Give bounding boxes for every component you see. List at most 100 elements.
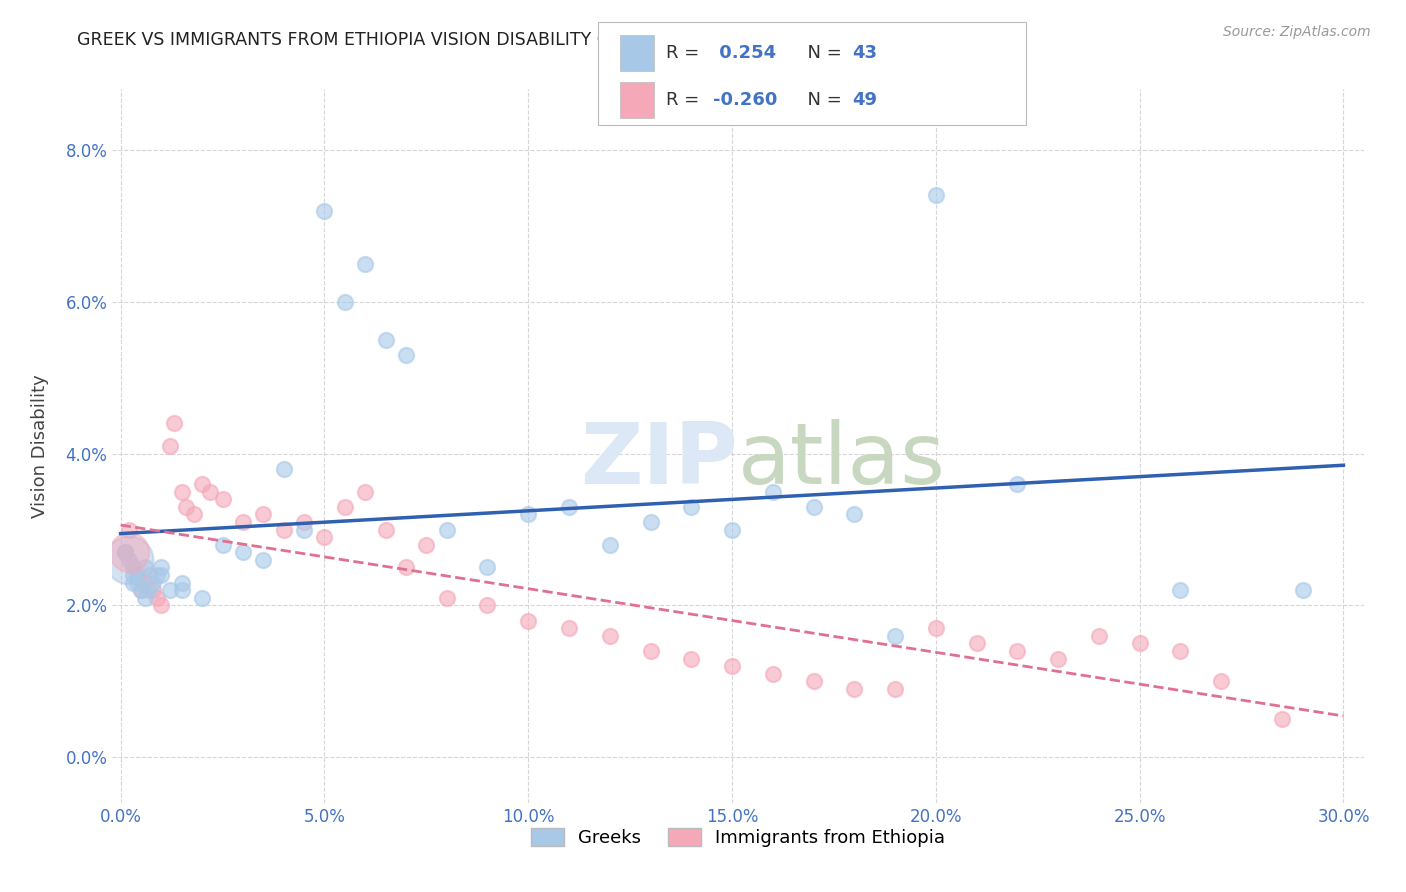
Point [517, 614, 540, 628]
Point [183, 508, 205, 522]
Point [599, 538, 621, 552]
Point [114, 545, 136, 559]
Point [150, 599, 173, 613]
Point [142, 583, 165, 598]
Point [966, 636, 988, 650]
Point [314, 530, 336, 544]
Point [844, 681, 866, 696]
Point [1129, 636, 1152, 650]
Point [211, 538, 233, 552]
Point [121, 575, 143, 590]
Point [844, 508, 866, 522]
Point [558, 621, 581, 635]
Point [1088, 629, 1111, 643]
Point [436, 523, 458, 537]
Point [121, 568, 143, 582]
Point [721, 659, 744, 673]
Point [1271, 712, 1294, 726]
Text: N =: N = [796, 44, 848, 62]
Point [681, 500, 703, 514]
Point [1170, 583, 1192, 598]
Point [354, 257, 377, 271]
Point [273, 462, 295, 476]
Point [114, 545, 136, 559]
Point [118, 545, 141, 559]
Point [477, 560, 499, 574]
Text: N =: N = [796, 91, 848, 109]
Point [436, 591, 458, 605]
Point [118, 523, 141, 537]
Text: atlas: atlas [738, 418, 946, 502]
Point [415, 538, 437, 552]
Point [191, 477, 214, 491]
Y-axis label: Vision Disability: Vision Disability [31, 374, 49, 518]
Point [314, 203, 336, 218]
Point [1211, 674, 1233, 689]
Point [1170, 644, 1192, 658]
Text: R =: R = [666, 44, 706, 62]
Point [762, 484, 785, 499]
Point [681, 651, 703, 665]
Point [129, 583, 152, 598]
Point [803, 674, 825, 689]
Point [517, 508, 540, 522]
Point [232, 515, 254, 529]
Point [159, 439, 181, 453]
Point [925, 621, 948, 635]
Point [292, 515, 315, 529]
Point [142, 575, 165, 590]
Text: R =: R = [666, 91, 706, 109]
Point [762, 666, 785, 681]
Point [121, 560, 143, 574]
Point [333, 500, 356, 514]
Point [118, 553, 141, 567]
Point [333, 294, 356, 309]
Point [129, 583, 152, 598]
Point [640, 644, 662, 658]
Point [162, 416, 184, 430]
Text: -0.260: -0.260 [713, 91, 778, 109]
Point [134, 560, 156, 574]
Point [925, 188, 948, 202]
Point [803, 500, 825, 514]
Point [292, 523, 315, 537]
Point [146, 591, 169, 605]
Point [395, 560, 418, 574]
Point [1007, 644, 1029, 658]
Text: 49: 49 [852, 91, 877, 109]
Point [191, 591, 214, 605]
Point [374, 523, 396, 537]
Point [150, 568, 173, 582]
Point [558, 500, 581, 514]
Point [138, 583, 160, 598]
Point [170, 583, 193, 598]
Point [170, 484, 193, 499]
Point [721, 523, 744, 537]
Point [640, 515, 662, 529]
Point [170, 575, 193, 590]
Point [1292, 583, 1315, 598]
Point [252, 553, 274, 567]
Point [134, 591, 156, 605]
Point [138, 568, 160, 582]
Point [118, 553, 141, 567]
Point [200, 484, 222, 499]
Text: 0.254: 0.254 [713, 44, 776, 62]
Point [354, 484, 377, 499]
Point [599, 629, 621, 643]
Point [374, 333, 396, 347]
Point [884, 681, 907, 696]
Point [125, 568, 148, 582]
Point [1047, 651, 1070, 665]
Point [252, 508, 274, 522]
Text: GREEK VS IMMIGRANTS FROM ETHIOPIA VISION DISABILITY CORRELATION CHART: GREEK VS IMMIGRANTS FROM ETHIOPIA VISION… [77, 31, 786, 49]
Point [211, 492, 233, 507]
Text: 43: 43 [852, 44, 877, 62]
Point [273, 523, 295, 537]
Point [146, 568, 169, 582]
Point [477, 599, 499, 613]
Text: Source: ZipAtlas.com: Source: ZipAtlas.com [1223, 25, 1371, 39]
Text: ZIP: ZIP [581, 418, 738, 502]
Point [134, 575, 156, 590]
Point [884, 629, 907, 643]
